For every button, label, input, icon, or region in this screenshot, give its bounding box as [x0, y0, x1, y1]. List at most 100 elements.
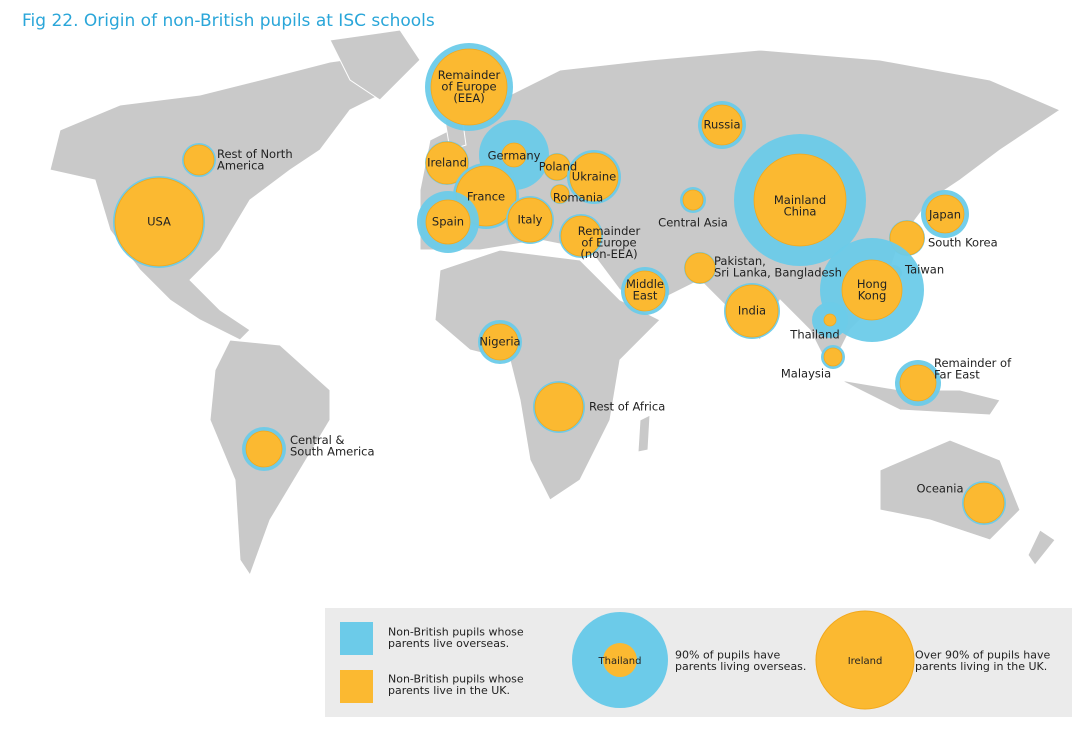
uk-circle	[430, 48, 508, 126]
uk-circle	[725, 284, 779, 338]
label-line: Non-British pupils whose	[388, 625, 524, 638]
region-bubble	[182, 143, 216, 177]
example-circle-uk	[815, 610, 915, 710]
uk-circle	[425, 199, 471, 245]
label-line: Remainder	[438, 68, 501, 82]
region-bubble	[734, 134, 866, 266]
region-bubble	[684, 252, 716, 284]
label-line: parents live overseas.	[388, 637, 509, 650]
label-line: South Korea	[928, 236, 998, 250]
label-line: Malaysia	[781, 367, 831, 381]
label-line: Poland	[539, 160, 577, 174]
label-line: China	[784, 204, 817, 218]
label-line: Spain	[432, 215, 464, 229]
label-line: USA	[147, 215, 171, 229]
label-line: Nigeria	[479, 335, 520, 349]
label-line: Kong	[858, 288, 887, 302]
uk-circle	[701, 104, 743, 146]
uk-circle	[501, 142, 527, 168]
label-line: America	[217, 158, 264, 172]
label-line: Over 90% of pupils have	[915, 648, 1050, 661]
label-line: (EEA)	[453, 91, 484, 105]
label-line: Central Asia	[658, 216, 728, 230]
label-line: Italy	[518, 213, 543, 227]
region-bubble	[478, 320, 522, 364]
label-line: Pakistan,	[714, 254, 766, 268]
label-line: Romania	[553, 191, 603, 205]
region-bubble	[425, 43, 513, 131]
legend-swatch-overseas	[340, 622, 373, 655]
uk-circle	[624, 270, 666, 312]
region-bubble	[621, 267, 669, 315]
label-line: Non-British pupils whose	[388, 672, 524, 685]
label-line: Mainland	[774, 193, 826, 207]
label-line: Russia	[704, 118, 741, 132]
label-line: Rest of North	[217, 147, 293, 161]
label-line: Ireland	[427, 156, 467, 170]
uk-circle	[183, 144, 215, 176]
legend: Thailand Ireland Non-British pupils whos…	[325, 608, 1072, 717]
label-line: parents living overseas.	[675, 660, 806, 673]
label-line: Thailand	[789, 328, 839, 342]
uk-circle	[569, 152, 619, 202]
label-line: parents live in the UK.	[388, 684, 510, 697]
label-line: Far East	[934, 367, 980, 381]
label-line: France	[467, 190, 505, 204]
label-line: South America	[290, 444, 375, 458]
label-line: (non-EEA)	[580, 247, 637, 261]
region-bubble	[812, 302, 848, 338]
uk-circle	[550, 184, 570, 204]
region-bubble	[242, 427, 286, 471]
label-line: East	[633, 288, 658, 302]
region-bubble	[962, 481, 1006, 525]
uk-circle	[823, 313, 837, 327]
example-label: Ireland	[848, 656, 883, 667]
region-bubble	[921, 190, 969, 238]
uk-circle	[823, 347, 843, 367]
region-bubble	[698, 101, 746, 149]
uk-circle	[682, 189, 704, 211]
legend-swatch-uk	[340, 670, 373, 703]
label-line: Middle	[626, 277, 664, 291]
label-line: Oceania	[916, 482, 963, 496]
label-line: parents living in the UK.	[915, 660, 1047, 673]
uk-circle	[507, 197, 553, 243]
example-circle-overseas-inner	[603, 643, 637, 677]
region-bubble	[533, 381, 585, 433]
uk-circle	[841, 259, 903, 321]
legend-box	[325, 608, 1072, 717]
uk-circle	[753, 153, 847, 247]
region-bubble	[550, 184, 570, 204]
label-line: Rest of Africa	[589, 400, 665, 414]
region-bubble	[567, 150, 621, 204]
region-bubble	[506, 196, 554, 244]
label-line: Remainder of	[934, 356, 1012, 370]
region-bubble	[821, 345, 845, 369]
label-line: 90% of pupils have	[675, 648, 781, 661]
uk-circle	[534, 382, 584, 432]
label-line: Remainder	[578, 224, 641, 238]
region-bubble	[417, 191, 479, 253]
uk-circle	[114, 177, 204, 267]
uk-circle	[245, 430, 283, 468]
uk-circle	[560, 215, 602, 257]
uk-circle	[425, 141, 469, 185]
region-bubble	[895, 360, 941, 406]
region-bubble	[680, 187, 706, 213]
uk-circle	[684, 252, 716, 284]
label-line: Sri Lanka, Bangladesh	[714, 265, 842, 279]
label-line: Ukraine	[572, 170, 616, 184]
label-line: of Europe	[441, 80, 496, 94]
region-bubble	[425, 141, 469, 185]
label-line: Central &	[290, 433, 345, 447]
label-line: Hong	[857, 277, 887, 291]
title: Fig 22. Origin of non-British pupils at …	[22, 11, 435, 31]
region-bubble	[113, 176, 205, 268]
uk-circle	[481, 323, 519, 361]
region-bubble	[559, 214, 603, 258]
example-label: Thailand	[598, 656, 642, 667]
label-line: Germany	[488, 149, 541, 163]
label-line: Japan	[928, 208, 961, 222]
